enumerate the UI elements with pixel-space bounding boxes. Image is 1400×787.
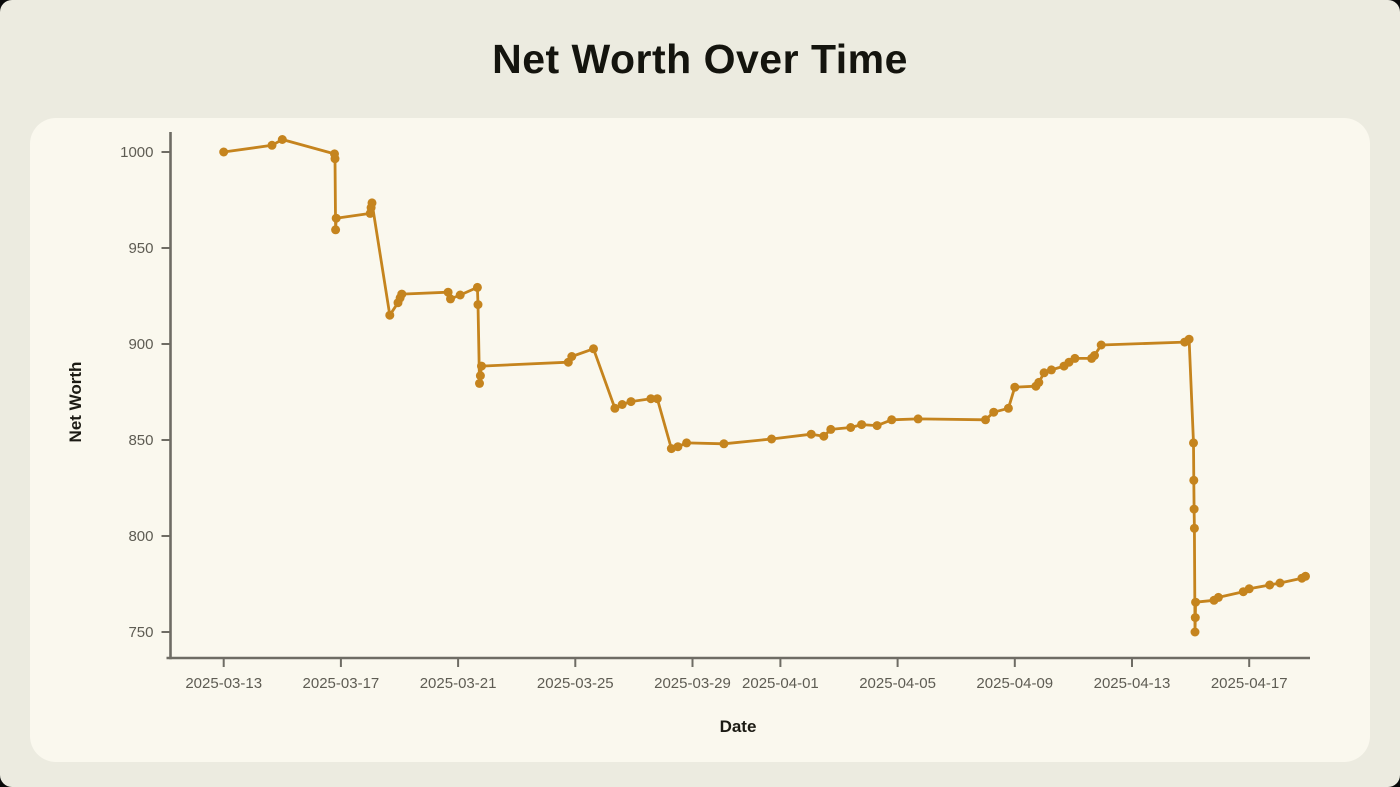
data-point	[277, 135, 287, 144]
data-point	[981, 415, 990, 425]
data-point	[1189, 438, 1198, 448]
data-point	[846, 423, 856, 432]
data-point	[1046, 365, 1056, 375]
data-point	[477, 361, 486, 371]
data-point	[826, 424, 836, 434]
data-point	[989, 407, 999, 417]
data-point	[719, 439, 729, 449]
data-point	[1090, 351, 1099, 360]
x-tick-label: 2025-03-17	[303, 675, 380, 692]
data-point	[1190, 613, 1200, 623]
data-point	[872, 421, 882, 431]
x-tick-label: 2025-04-01	[742, 675, 819, 692]
data-point	[397, 289, 407, 299]
y-tick-label: 800	[128, 528, 153, 545]
x-tick-label: 2025-03-13	[185, 675, 262, 692]
data-point	[267, 140, 277, 150]
y-tick-label: 950	[128, 240, 153, 257]
data-point	[1039, 368, 1049, 378]
data-point	[1190, 627, 1200, 637]
data-point	[455, 290, 465, 300]
x-axis-title: Date	[719, 717, 757, 736]
data-point	[567, 352, 577, 361]
x-tick-label: 2025-04-13	[1094, 675, 1171, 692]
data-point	[1189, 475, 1199, 485]
data-point	[673, 442, 683, 452]
x-tick-label: 2025-03-21	[420, 675, 497, 692]
data-point	[1275, 578, 1285, 588]
series-line	[222, 138, 1307, 634]
data-point	[1244, 584, 1254, 594]
data-point	[446, 294, 455, 304]
data-point	[617, 400, 627, 409]
chart-title: Net Worth Over Time	[492, 36, 908, 82]
data-point	[652, 394, 662, 404]
data-point	[330, 154, 340, 164]
data-point	[1184, 334, 1194, 344]
data-point	[385, 310, 395, 320]
data-point	[473, 300, 483, 310]
data-point	[1034, 377, 1044, 387]
x-tick-label: 2025-03-29	[654, 675, 731, 692]
x-tick-label: 2025-04-17	[1211, 675, 1288, 692]
data-point	[1213, 592, 1223, 602]
y-axis-title: Net Worth	[66, 361, 85, 443]
x-tick-label: 2025-03-25	[537, 675, 614, 692]
data-point	[1265, 580, 1275, 590]
data-point	[646, 394, 656, 404]
y-tick-label: 750	[128, 624, 153, 641]
data-point	[610, 403, 620, 413]
data-point	[219, 147, 229, 157]
data-point	[1096, 340, 1106, 350]
data-point	[682, 438, 692, 448]
data-point	[1189, 504, 1199, 514]
data-point	[589, 344, 598, 354]
data-point	[767, 434, 777, 444]
data-point	[1010, 382, 1020, 392]
y-tick-label: 850	[128, 432, 153, 449]
data-point	[887, 415, 897, 425]
data-point	[1003, 403, 1013, 413]
data-point	[857, 420, 867, 430]
data-point	[819, 431, 829, 441]
data-point	[331, 213, 341, 223]
data-point	[913, 414, 923, 424]
data-point	[806, 429, 816, 439]
x-tick-label: 2025-04-05	[859, 675, 936, 692]
y-tick-label: 1000	[120, 144, 153, 161]
data-point	[626, 397, 636, 407]
data-point	[475, 371, 485, 381]
chart-card	[30, 118, 1370, 762]
data-point	[1301, 571, 1310, 581]
data-point	[475, 378, 484, 388]
x-tick-label: 2025-04-09	[976, 675, 1053, 692]
data-point	[1191, 597, 1201, 607]
y-tick-label: 900	[128, 336, 153, 353]
data-point	[1189, 523, 1199, 533]
data-point	[367, 198, 377, 208]
data-point	[331, 225, 341, 235]
data-point	[1070, 353, 1080, 363]
data-point	[472, 282, 482, 292]
